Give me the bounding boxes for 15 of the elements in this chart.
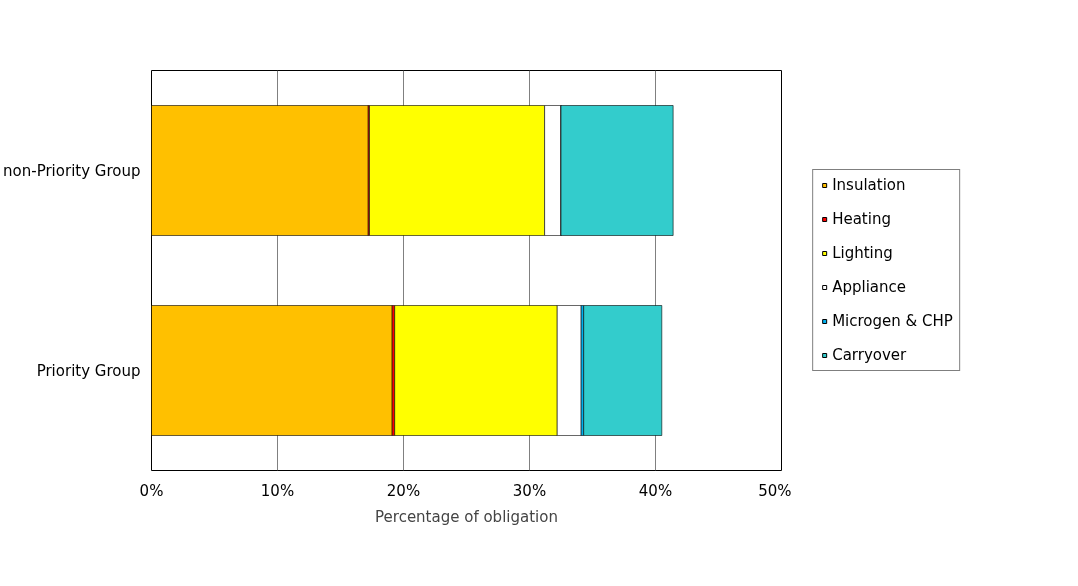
- y-tick-label: non-Priority Group: [3, 161, 141, 180]
- x-tick-label: 30%: [512, 481, 547, 500]
- legend-label: Heating: [832, 210, 891, 228]
- x-tick-label: 40%: [638, 481, 673, 500]
- legend-label: Appliance: [832, 278, 906, 296]
- legend-label: Microgen & CHP: [832, 312, 953, 330]
- legend-label: Lighting: [832, 244, 893, 262]
- x-axis-title: Percentage of obligation: [375, 507, 558, 526]
- x-tick-label: 20%: [386, 481, 421, 500]
- legend-label: Insulation: [832, 176, 906, 194]
- x-tick-label: 0%: [139, 481, 164, 500]
- x-tick-label: 50%: [758, 481, 792, 500]
- legend-label: Carryover: [832, 346, 907, 364]
- x-tick-label: 10%: [260, 481, 295, 500]
- y-tick-label: Priority Group: [36, 361, 141, 380]
